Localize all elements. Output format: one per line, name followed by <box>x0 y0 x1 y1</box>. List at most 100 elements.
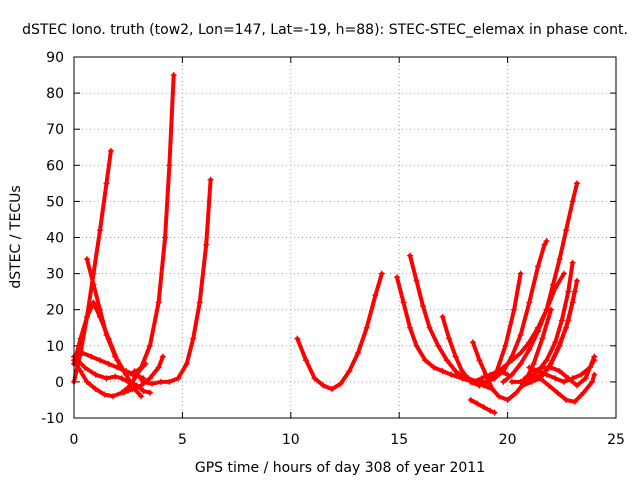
x-tick-label: 25 <box>607 432 625 448</box>
y-axis-label: dSTEC / TECUs <box>8 185 24 288</box>
y-tick-label: -10 <box>41 411 64 427</box>
y-tick-label: 40 <box>46 231 64 247</box>
data-point <box>541 241 548 248</box>
data-point <box>552 339 559 346</box>
data-point <box>508 371 515 378</box>
data-point <box>103 375 110 382</box>
data-point <box>120 389 127 396</box>
y-tick-label: 10 <box>46 339 64 355</box>
data-point <box>508 378 515 385</box>
data-point <box>123 368 130 375</box>
data-point <box>302 357 309 364</box>
data-point <box>465 375 472 382</box>
data-point <box>530 360 537 367</box>
data-point <box>521 375 528 382</box>
data-point <box>589 378 596 385</box>
data-point <box>140 387 147 394</box>
data-point <box>146 342 153 349</box>
data-point <box>539 335 546 342</box>
data-point <box>487 407 494 414</box>
data-point <box>140 378 147 385</box>
x-axis-label: GPS time / hours of day 308 of year 2011 <box>195 460 485 476</box>
data-point <box>101 391 108 398</box>
data-point <box>146 389 153 396</box>
data-point <box>526 299 533 306</box>
plot-series <box>71 72 598 416</box>
data-point <box>452 368 459 375</box>
data-point <box>513 389 520 396</box>
y-tick-label: 80 <box>46 86 64 102</box>
data-point <box>489 386 496 393</box>
data-point <box>159 353 166 360</box>
data-point <box>183 360 190 367</box>
data-point <box>517 378 524 385</box>
data-point <box>591 357 598 364</box>
data-point <box>500 364 507 371</box>
data-point <box>547 364 554 371</box>
data-point <box>556 342 563 349</box>
x-tick-label: 20 <box>499 432 517 448</box>
data-point <box>413 342 420 349</box>
data-point <box>586 364 593 371</box>
data-point <box>105 360 112 367</box>
data-point <box>435 342 442 349</box>
data-point <box>407 252 414 259</box>
data-point <box>534 368 541 375</box>
series-line <box>72 354 152 395</box>
data-point <box>439 313 446 320</box>
data-point <box>146 375 153 382</box>
data-point <box>560 378 567 385</box>
data-point <box>157 378 164 385</box>
data-point <box>118 375 125 382</box>
data-point <box>556 256 563 263</box>
data-point <box>125 378 132 385</box>
data-point <box>430 364 437 371</box>
data-point <box>112 373 119 380</box>
data-point <box>476 357 483 364</box>
series-8 <box>294 270 385 393</box>
data-point <box>467 396 474 403</box>
data-point <box>469 339 476 346</box>
data-point <box>480 404 487 411</box>
data-point <box>552 375 559 382</box>
data-point <box>138 382 145 389</box>
data-point <box>320 382 327 389</box>
y-tick-label: 0 <box>55 375 64 391</box>
data-point <box>138 393 145 400</box>
data-point <box>578 371 585 378</box>
data-point <box>591 371 598 378</box>
series-22 <box>526 357 598 385</box>
data-point <box>502 342 509 349</box>
grid-lines <box>74 57 616 418</box>
data-point <box>142 360 149 367</box>
data-point <box>97 357 104 364</box>
data-point <box>474 378 481 385</box>
data-point <box>378 270 385 277</box>
data-point <box>543 357 550 364</box>
data-point <box>90 299 97 306</box>
data-point <box>105 335 112 342</box>
data-point <box>88 353 95 360</box>
data-point <box>337 380 344 387</box>
data-point <box>107 147 114 154</box>
data-point <box>131 368 138 375</box>
series-13 <box>467 396 498 416</box>
y-tick-label: 20 <box>46 303 64 319</box>
data-point <box>92 371 99 378</box>
data-point <box>426 324 433 331</box>
data-point <box>495 393 502 400</box>
x-tick-label: 15 <box>390 432 408 448</box>
data-point <box>81 364 88 371</box>
data-point <box>203 241 210 248</box>
data-point <box>407 324 414 331</box>
data-point <box>560 270 567 277</box>
data-point <box>355 350 362 357</box>
data-point <box>394 274 401 281</box>
axis-ticks: 0 5 10 15 20 25 -10 0 10 20 30 40 50 60 70 80 90 <box>41 50 625 448</box>
data-point <box>543 306 550 313</box>
x-tick-label: 10 <box>282 432 300 448</box>
data-point <box>79 350 86 357</box>
data-point <box>459 368 466 375</box>
data-point <box>554 389 561 396</box>
